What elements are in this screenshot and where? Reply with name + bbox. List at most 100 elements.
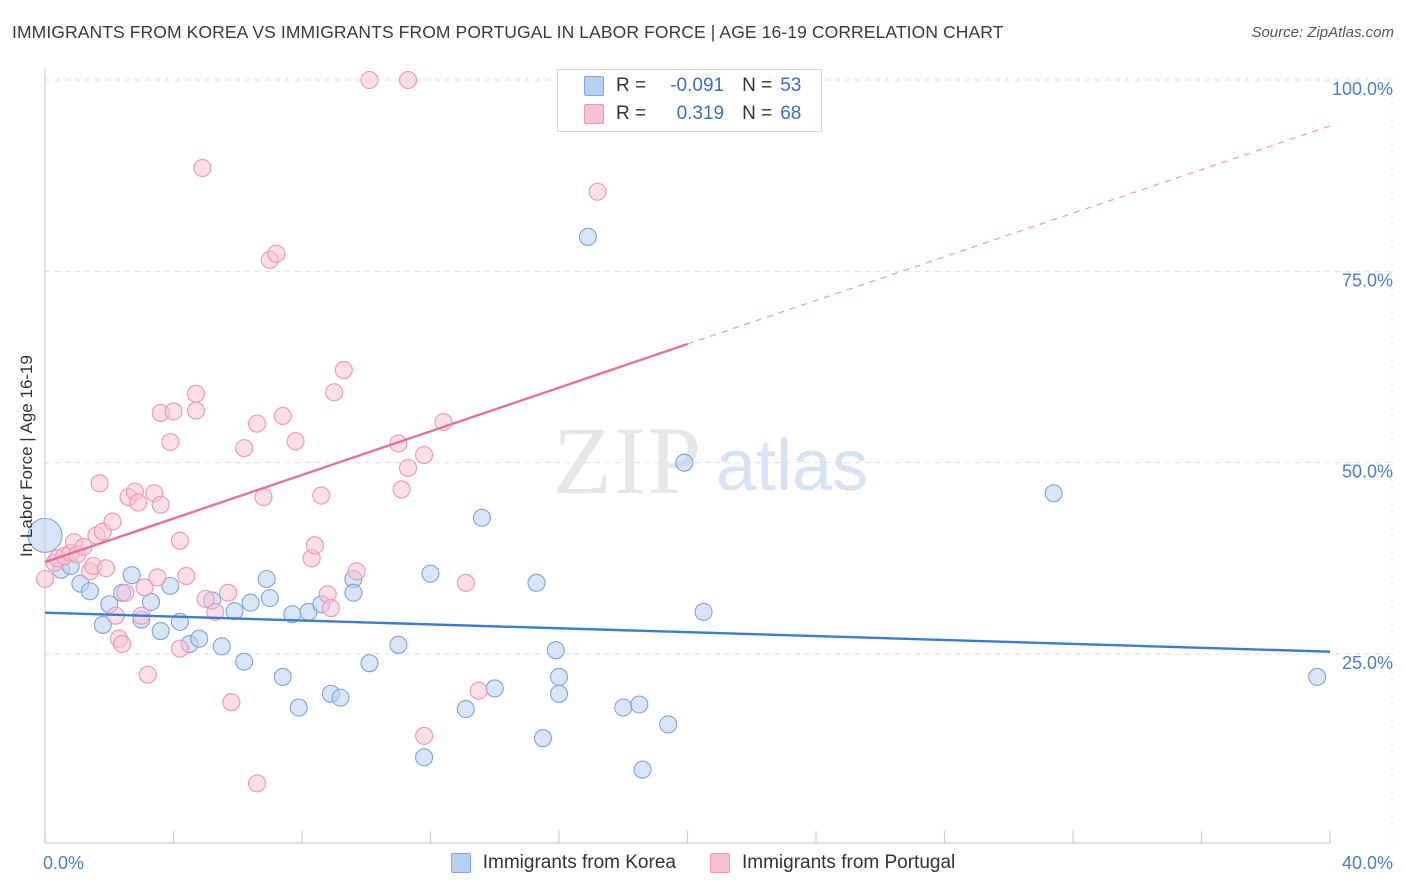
y-axis-label: In Labor Force | Age 16-19 bbox=[17, 355, 36, 557]
korea-point bbox=[27, 517, 63, 553]
korea-point bbox=[546, 641, 565, 660]
portugal-point bbox=[305, 536, 324, 555]
x-tick-label: 0.0% bbox=[43, 853, 84, 873]
y-tick-label: 75.0% bbox=[1342, 270, 1393, 290]
legend-row-korea: R = -0.091 N = 53 bbox=[584, 73, 801, 99]
legend-label-portugal: Immigrants from Portugal bbox=[741, 852, 956, 873]
korea-point bbox=[161, 576, 180, 595]
data-points bbox=[27, 70, 1327, 793]
korea-point bbox=[260, 589, 279, 608]
korea-legend-swatch bbox=[450, 853, 471, 873]
legend-row-portugal: R = 0.319 N = 68 bbox=[584, 101, 801, 127]
legend-label-korea: Immigrants from Korea bbox=[482, 852, 676, 873]
portugal-legend-swatch bbox=[709, 853, 730, 873]
legend-item-korea[interactable]: Immigrants from Korea bbox=[450, 852, 676, 874]
trend-lines bbox=[44, 125, 1331, 653]
korea-swatch bbox=[584, 76, 604, 96]
portugal-point bbox=[186, 401, 206, 420]
portugal-point bbox=[148, 568, 167, 587]
korea-point bbox=[614, 698, 633, 717]
korea-point bbox=[485, 679, 504, 698]
korea-point bbox=[527, 573, 546, 592]
portugal-point bbox=[389, 434, 408, 453]
portugal-point bbox=[90, 474, 109, 493]
legend-n-value: 68 bbox=[780, 103, 802, 124]
portugal-point bbox=[177, 566, 196, 585]
portugal-point bbox=[588, 182, 607, 201]
korea-point bbox=[257, 569, 276, 589]
portugal-point bbox=[273, 406, 292, 426]
portugal-point bbox=[347, 562, 366, 581]
korea-point bbox=[1044, 484, 1063, 503]
korea-point bbox=[344, 583, 363, 602]
korea-point bbox=[212, 637, 231, 656]
korea-point bbox=[578, 227, 597, 246]
portugal-point bbox=[35, 569, 55, 589]
watermark: ZIP atlas bbox=[553, 407, 868, 514]
korea-point bbox=[533, 729, 552, 748]
korea-point bbox=[421, 564, 440, 583]
portugal-point bbox=[164, 402, 183, 421]
korea-trend-line bbox=[44, 611, 1331, 653]
portugal-point bbox=[325, 383, 344, 402]
legend-r-label: R = bbox=[616, 75, 647, 96]
portugal-point bbox=[415, 726, 434, 745]
korea-point bbox=[190, 629, 209, 648]
portugal-point bbox=[138, 665, 157, 684]
legend-item-portugal[interactable]: Immigrants from Portugal bbox=[709, 852, 956, 874]
portugal-point bbox=[151, 495, 170, 514]
portugal-point bbox=[170, 531, 189, 550]
korea-point bbox=[472, 508, 491, 527]
portugal-point bbox=[267, 244, 286, 263]
portugal-point bbox=[247, 414, 267, 433]
portugal-point bbox=[456, 573, 475, 592]
korea-point bbox=[225, 602, 244, 621]
portugal-point bbox=[219, 583, 238, 602]
portugal-trend-line bbox=[44, 342, 688, 564]
korea-point bbox=[694, 602, 713, 621]
korea-point bbox=[151, 621, 170, 641]
portugal-point bbox=[193, 158, 212, 178]
watermark-atlas: atlas bbox=[716, 426, 868, 506]
korea-point bbox=[273, 667, 292, 687]
korea-point bbox=[549, 684, 569, 703]
portugal-swatch bbox=[584, 104, 604, 124]
portugal-point bbox=[360, 70, 379, 90]
tick-labels: 25.0% 50.0% 75.0% 100.0% 0.0% 40.0% bbox=[43, 79, 1393, 873]
portugal-point bbox=[186, 384, 206, 403]
legend-r-label: R = bbox=[616, 103, 647, 124]
korea-point bbox=[456, 700, 475, 719]
korea-point bbox=[549, 667, 569, 687]
portugal-point bbox=[113, 635, 132, 654]
korea-point bbox=[360, 654, 379, 673]
korea-point bbox=[122, 566, 141, 585]
chart-title: IMMIGRANTS FROM KOREA VS IMMIGRANTS FROM… bbox=[12, 22, 1004, 42]
portugal-trend-extension bbox=[687, 125, 1331, 345]
portugal-point bbox=[129, 493, 148, 512]
legend-r-value: -0.091 bbox=[670, 75, 725, 96]
korea-point bbox=[630, 695, 649, 714]
korea-point bbox=[331, 688, 350, 707]
legend-n-label: N = bbox=[742, 75, 773, 96]
portugal-point bbox=[161, 432, 180, 452]
korea-point bbox=[633, 760, 652, 779]
korea-point bbox=[289, 698, 308, 717]
korea-point bbox=[1308, 667, 1327, 687]
korea-point bbox=[80, 582, 100, 601]
portugal-point bbox=[334, 361, 353, 380]
y-tick-label: 100.0% bbox=[1332, 79, 1393, 99]
portugal-point bbox=[135, 578, 154, 597]
portugal-point bbox=[312, 486, 331, 505]
portugal-point bbox=[116, 583, 135, 602]
korea-point bbox=[675, 453, 694, 472]
grid bbox=[45, 77, 1393, 843]
portugal-point bbox=[286, 432, 305, 451]
portugal-point bbox=[235, 439, 254, 458]
chart-source: Source: ZipAtlas.com bbox=[1251, 24, 1394, 41]
portugal-point bbox=[469, 681, 488, 700]
series-legend: Immigrants from Korea Immigrants from Po… bbox=[0, 852, 1406, 874]
legend-n-label: N = bbox=[742, 103, 773, 124]
korea-point bbox=[659, 715, 678, 734]
korea-point bbox=[93, 615, 112, 634]
